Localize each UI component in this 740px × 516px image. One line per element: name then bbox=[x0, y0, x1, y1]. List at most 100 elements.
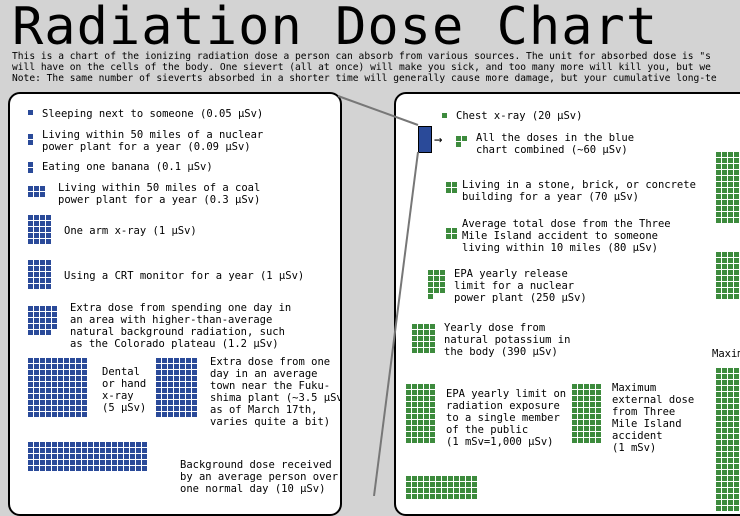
dose-block bbox=[34, 382, 39, 387]
dose-block bbox=[722, 282, 727, 287]
dose-block bbox=[572, 390, 577, 395]
dose-block bbox=[728, 422, 733, 427]
dose-block bbox=[180, 370, 185, 375]
dose-block bbox=[430, 482, 435, 487]
dose-block bbox=[722, 470, 727, 475]
dose-block bbox=[46, 382, 51, 387]
dose-block bbox=[174, 406, 179, 411]
dose-block bbox=[722, 422, 727, 427]
dose-block bbox=[124, 466, 129, 471]
dose-block bbox=[722, 294, 727, 299]
dose-block bbox=[424, 396, 429, 401]
dose-block bbox=[722, 476, 727, 481]
dose-block bbox=[70, 442, 75, 447]
dose-block bbox=[424, 330, 429, 335]
dose-block bbox=[728, 404, 733, 409]
dose-block bbox=[88, 442, 93, 447]
dose-block bbox=[156, 412, 161, 417]
dose-block bbox=[130, 448, 135, 453]
dose-block bbox=[728, 270, 733, 275]
dose-block bbox=[162, 400, 167, 405]
dose-block bbox=[58, 370, 63, 375]
dose-block bbox=[136, 448, 141, 453]
dose-block bbox=[100, 466, 105, 471]
dose-block bbox=[46, 227, 51, 232]
dose-block bbox=[46, 260, 51, 265]
dose-block bbox=[590, 426, 595, 431]
dose-block bbox=[716, 374, 721, 379]
dose-block bbox=[716, 422, 721, 427]
dose-block bbox=[734, 440, 739, 445]
zoom-connector-lines bbox=[337, 95, 419, 496]
dose-block bbox=[716, 176, 721, 181]
dose-block bbox=[722, 416, 727, 421]
dose-block bbox=[76, 358, 81, 363]
dose-block bbox=[722, 276, 727, 281]
dose-block bbox=[34, 406, 39, 411]
label-epa-release: EPA yearly release limit for a nuclear p… bbox=[454, 268, 587, 304]
dose-block bbox=[58, 394, 63, 399]
dose-block bbox=[64, 412, 69, 417]
dose-block bbox=[156, 358, 161, 363]
dose-block bbox=[578, 402, 583, 407]
dose-block bbox=[28, 284, 33, 289]
dose-block bbox=[716, 506, 721, 511]
label-colorado: Extra dose from spending one day in an a… bbox=[70, 302, 292, 350]
dose-block bbox=[28, 324, 33, 329]
dose-block bbox=[28, 110, 33, 115]
dose-block bbox=[734, 374, 739, 379]
dose-block bbox=[716, 380, 721, 385]
dose-block bbox=[34, 370, 39, 375]
dose-block bbox=[434, 276, 439, 281]
dose-block bbox=[88, 448, 93, 453]
dose-block bbox=[728, 464, 733, 469]
dose-block bbox=[572, 402, 577, 407]
dose-block bbox=[28, 186, 33, 191]
dose-block bbox=[722, 218, 727, 223]
dose-block bbox=[728, 482, 733, 487]
blue-chart-thumbnail bbox=[418, 126, 432, 153]
dose-block bbox=[716, 158, 721, 163]
dose-block bbox=[406, 420, 411, 425]
dose-block bbox=[734, 392, 739, 397]
dose-block bbox=[52, 306, 57, 311]
dose-block bbox=[94, 466, 99, 471]
dose-block bbox=[174, 358, 179, 363]
dose-block bbox=[430, 336, 435, 341]
blue-chart-panel: Sleeping next to someone (0.05 μSv) Livi… bbox=[8, 92, 342, 516]
dose-block bbox=[442, 482, 447, 487]
dose-block bbox=[162, 382, 167, 387]
dose-block bbox=[76, 370, 81, 375]
dose-block bbox=[460, 476, 465, 481]
dose-block bbox=[34, 233, 39, 238]
dose-block bbox=[162, 370, 167, 375]
dose-block bbox=[734, 194, 739, 199]
dose-block bbox=[40, 406, 45, 411]
dose-block bbox=[162, 412, 167, 417]
dose-block bbox=[106, 442, 111, 447]
dose-block bbox=[40, 324, 45, 329]
dose-block bbox=[406, 482, 411, 487]
dose-block bbox=[716, 152, 721, 157]
dose-block bbox=[168, 388, 173, 393]
dose-block bbox=[34, 306, 39, 311]
dose-block bbox=[34, 192, 39, 197]
dose-block bbox=[70, 460, 75, 465]
dose-block bbox=[722, 252, 727, 257]
dose-block bbox=[734, 446, 739, 451]
dose-block bbox=[142, 460, 147, 465]
dose-block bbox=[76, 442, 81, 447]
dose-block bbox=[64, 406, 69, 411]
dose-block bbox=[192, 400, 197, 405]
dose-block bbox=[40, 227, 45, 232]
dose-block bbox=[28, 394, 33, 399]
dose-block bbox=[118, 448, 123, 453]
dose-block bbox=[412, 348, 417, 353]
dose-block bbox=[734, 368, 739, 373]
dose-block bbox=[52, 388, 57, 393]
dose-block bbox=[596, 396, 601, 401]
dose-block bbox=[52, 324, 57, 329]
dose-block bbox=[734, 270, 739, 275]
dose-block bbox=[446, 188, 451, 193]
dose-block bbox=[186, 370, 191, 375]
